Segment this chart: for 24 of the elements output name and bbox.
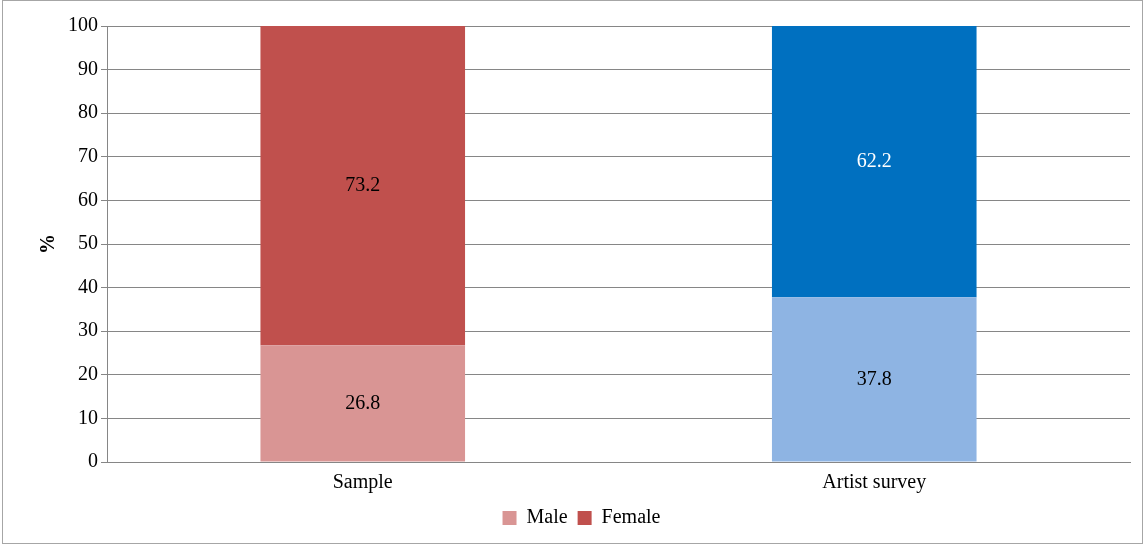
data-label: 26.8 (345, 390, 381, 413)
y-tick-label: 80 (78, 100, 98, 123)
legend-label: Male (526, 505, 568, 528)
y-tick-label: 30 (78, 318, 98, 341)
x-tick-label: Artist survey (822, 470, 927, 494)
data-label: 73.2 (345, 172, 381, 195)
y-tick-label: 70 (78, 144, 98, 167)
legend-label: Female (601, 505, 661, 528)
y-tick-label: 40 (78, 274, 98, 297)
y-tick-label: 60 (78, 187, 98, 210)
y-axis-title: % (36, 234, 59, 254)
y-tick-label: 20 (78, 362, 98, 385)
bar (771, 26, 977, 298)
y-tick-label: 90 (78, 56, 98, 79)
bar (771, 297, 977, 462)
data-label: 37.8 (856, 366, 892, 389)
bar (260, 345, 466, 462)
y-tick-label: 100 (68, 13, 98, 36)
bar (260, 26, 466, 346)
y-tick-label: 50 (78, 231, 98, 254)
data-label: 62.2 (856, 148, 892, 171)
x-tick-label: Sample (332, 470, 393, 494)
y-tick-label: 10 (78, 405, 98, 428)
y-tick-label: 0 (88, 449, 98, 472)
